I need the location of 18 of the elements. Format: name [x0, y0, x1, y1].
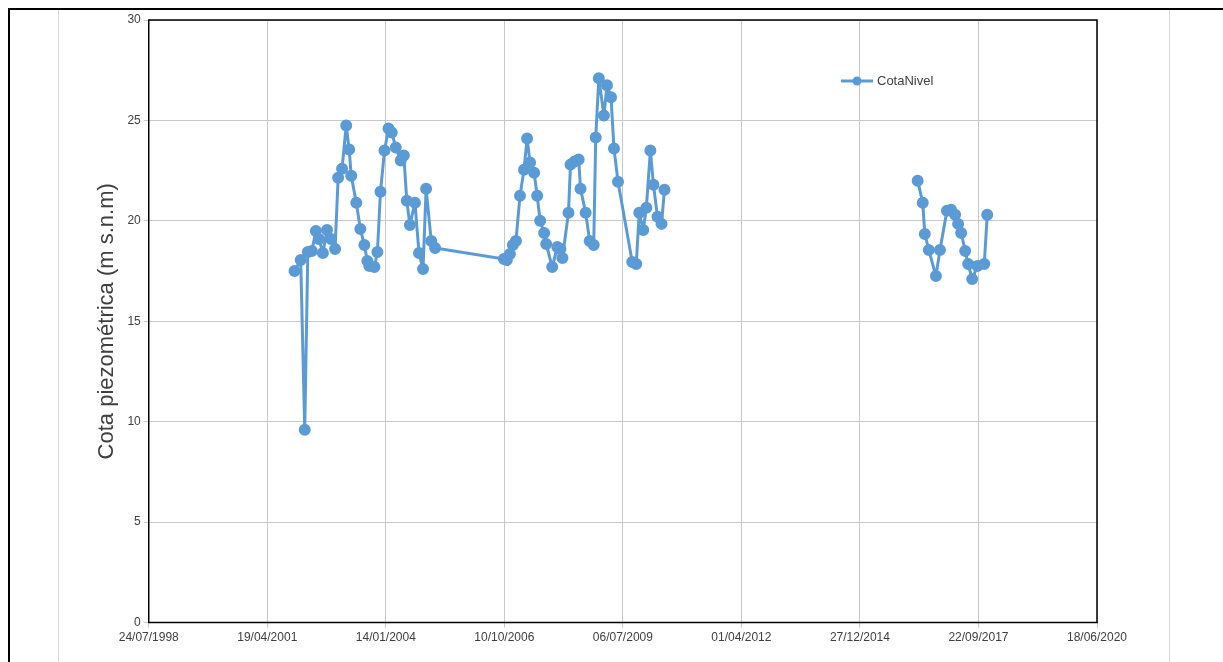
y-tick-label: 15 — [127, 313, 142, 328]
x-tick-label: 06/07/2009 — [592, 630, 654, 645]
x-tick-label: 01/04/2012 — [711, 630, 772, 645]
x-tick-label: 10/10/2006 — [474, 630, 535, 645]
y-tick-label: 20 — [127, 213, 142, 228]
y-axis-title: Cota piezométrica (m s.n.m) — [93, 183, 119, 460]
x-tick-label: 14/01/2004 — [355, 630, 417, 645]
y-tick-label: 10 — [127, 414, 142, 429]
x-tick-label: 18/06/2020 — [1066, 630, 1128, 645]
y-tick-label: 30 — [127, 12, 142, 27]
x-tick-label: 27/12/2014 — [829, 630, 891, 645]
y-tick-label: 25 — [127, 112, 142, 127]
legend-label: CotaNivel — [877, 72, 934, 88]
y-tick-label: 0 — [134, 614, 142, 629]
x-tick-label: 22/09/2017 — [948, 630, 1009, 645]
y-tick-label: 5 — [134, 514, 142, 529]
x-tick-label: 19/04/2001 — [237, 630, 298, 645]
x-tick-label: 24/07/1998 — [118, 630, 180, 645]
